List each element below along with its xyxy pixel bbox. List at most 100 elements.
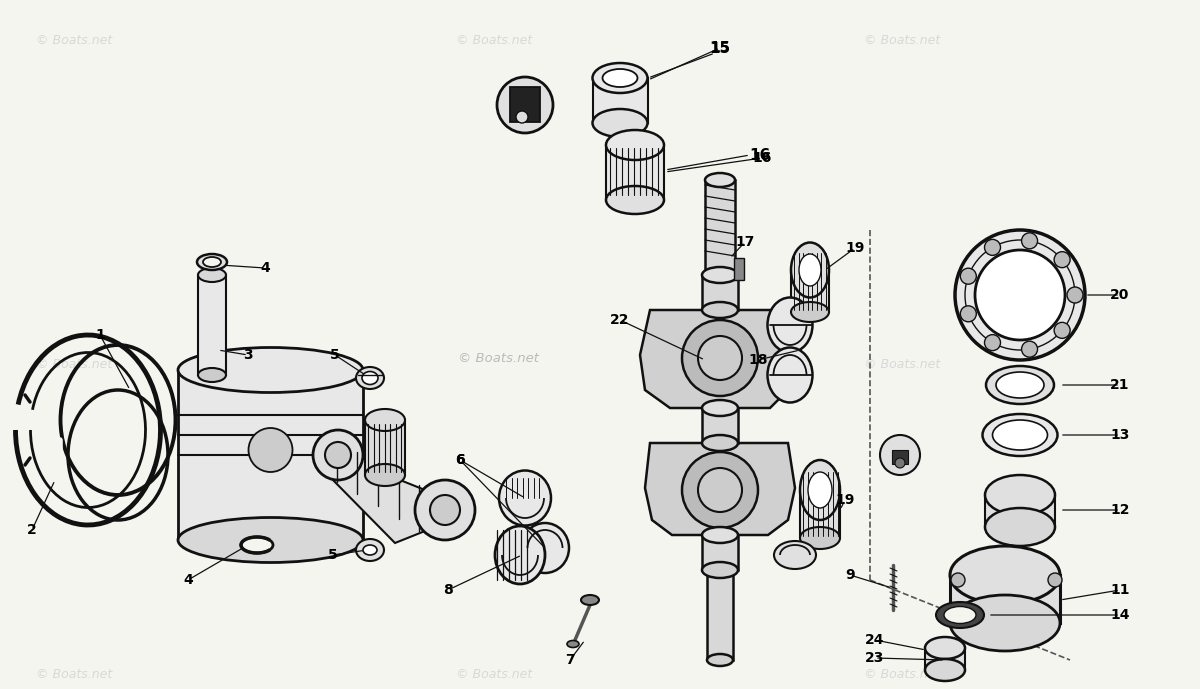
Circle shape xyxy=(313,430,364,480)
Text: 8: 8 xyxy=(443,583,452,597)
Text: 3: 3 xyxy=(244,348,253,362)
Ellipse shape xyxy=(581,595,599,605)
Circle shape xyxy=(955,230,1085,360)
Ellipse shape xyxy=(364,545,377,555)
Bar xyxy=(702,408,738,443)
Text: 19: 19 xyxy=(835,493,854,507)
Ellipse shape xyxy=(198,368,226,382)
Text: © Boats.net: © Boats.net xyxy=(864,34,941,48)
Text: © Boats.net: © Boats.net xyxy=(36,358,113,371)
Ellipse shape xyxy=(768,298,812,353)
Circle shape xyxy=(984,239,1001,256)
Ellipse shape xyxy=(800,460,840,520)
Circle shape xyxy=(880,435,920,475)
Circle shape xyxy=(1021,233,1038,249)
Circle shape xyxy=(430,495,460,525)
Text: © Boats.net: © Boats.net xyxy=(457,352,539,364)
Ellipse shape xyxy=(178,517,364,562)
Circle shape xyxy=(1054,251,1070,267)
Bar xyxy=(365,420,406,475)
Polygon shape xyxy=(640,310,796,408)
Ellipse shape xyxy=(808,472,832,508)
Bar xyxy=(985,495,1055,527)
Ellipse shape xyxy=(568,641,580,648)
Bar xyxy=(606,145,664,200)
Bar xyxy=(734,258,744,280)
Ellipse shape xyxy=(791,243,829,298)
Ellipse shape xyxy=(706,173,734,187)
Text: 20: 20 xyxy=(1110,288,1129,302)
Bar xyxy=(702,275,738,310)
Ellipse shape xyxy=(707,654,733,666)
Text: © Boats.net: © Boats.net xyxy=(864,358,941,371)
Text: 2: 2 xyxy=(28,523,37,537)
Circle shape xyxy=(974,250,1066,340)
Circle shape xyxy=(960,306,977,322)
Ellipse shape xyxy=(791,302,829,322)
Ellipse shape xyxy=(197,254,227,270)
Circle shape xyxy=(952,573,965,587)
Ellipse shape xyxy=(365,464,406,486)
Ellipse shape xyxy=(702,302,738,318)
Ellipse shape xyxy=(362,371,378,384)
Text: 1: 1 xyxy=(95,328,104,342)
Ellipse shape xyxy=(996,372,1044,398)
Ellipse shape xyxy=(985,475,1055,515)
Ellipse shape xyxy=(799,254,821,286)
Text: 9: 9 xyxy=(845,568,854,582)
Ellipse shape xyxy=(602,69,637,87)
Circle shape xyxy=(698,336,742,380)
Ellipse shape xyxy=(950,546,1060,604)
Bar xyxy=(702,535,738,570)
Ellipse shape xyxy=(950,595,1060,651)
Circle shape xyxy=(682,452,758,528)
Bar xyxy=(925,648,965,670)
Text: © Boats.net: © Boats.net xyxy=(36,668,113,681)
Text: 19: 19 xyxy=(845,241,865,255)
Text: 4: 4 xyxy=(184,573,193,587)
Bar xyxy=(706,180,734,275)
Ellipse shape xyxy=(702,562,738,578)
Text: 7: 7 xyxy=(565,653,575,667)
Bar xyxy=(510,87,540,122)
Circle shape xyxy=(960,268,977,284)
Ellipse shape xyxy=(983,414,1057,456)
Ellipse shape xyxy=(774,541,816,569)
Text: 5: 5 xyxy=(330,348,340,362)
Circle shape xyxy=(1048,573,1062,587)
Ellipse shape xyxy=(702,400,738,416)
Circle shape xyxy=(682,320,758,396)
Bar xyxy=(950,575,1060,623)
Circle shape xyxy=(895,458,905,468)
Ellipse shape xyxy=(178,347,364,393)
Text: 18: 18 xyxy=(749,353,768,367)
Text: 23: 23 xyxy=(865,651,884,665)
Text: 16: 16 xyxy=(749,147,770,163)
Text: © Boats.net: © Boats.net xyxy=(456,668,533,681)
Bar xyxy=(707,570,733,660)
Bar xyxy=(791,270,829,312)
Text: © Boats.net: © Boats.net xyxy=(456,34,533,48)
Ellipse shape xyxy=(992,420,1048,450)
Circle shape xyxy=(248,428,293,472)
Circle shape xyxy=(1021,341,1038,357)
Ellipse shape xyxy=(985,508,1055,546)
Ellipse shape xyxy=(606,186,664,214)
Ellipse shape xyxy=(606,130,664,160)
Ellipse shape xyxy=(702,435,738,451)
Ellipse shape xyxy=(198,268,226,282)
Bar xyxy=(800,490,840,538)
Ellipse shape xyxy=(702,527,738,543)
Text: 6: 6 xyxy=(455,453,464,467)
Text: 21: 21 xyxy=(1110,378,1129,392)
Text: 15: 15 xyxy=(710,41,730,55)
Text: 22: 22 xyxy=(611,313,630,327)
Ellipse shape xyxy=(203,257,221,267)
Ellipse shape xyxy=(356,539,384,561)
Bar xyxy=(198,275,226,375)
Ellipse shape xyxy=(986,366,1054,404)
Polygon shape xyxy=(320,435,445,543)
Circle shape xyxy=(1054,322,1070,338)
Circle shape xyxy=(1067,287,1084,303)
Circle shape xyxy=(984,335,1001,351)
